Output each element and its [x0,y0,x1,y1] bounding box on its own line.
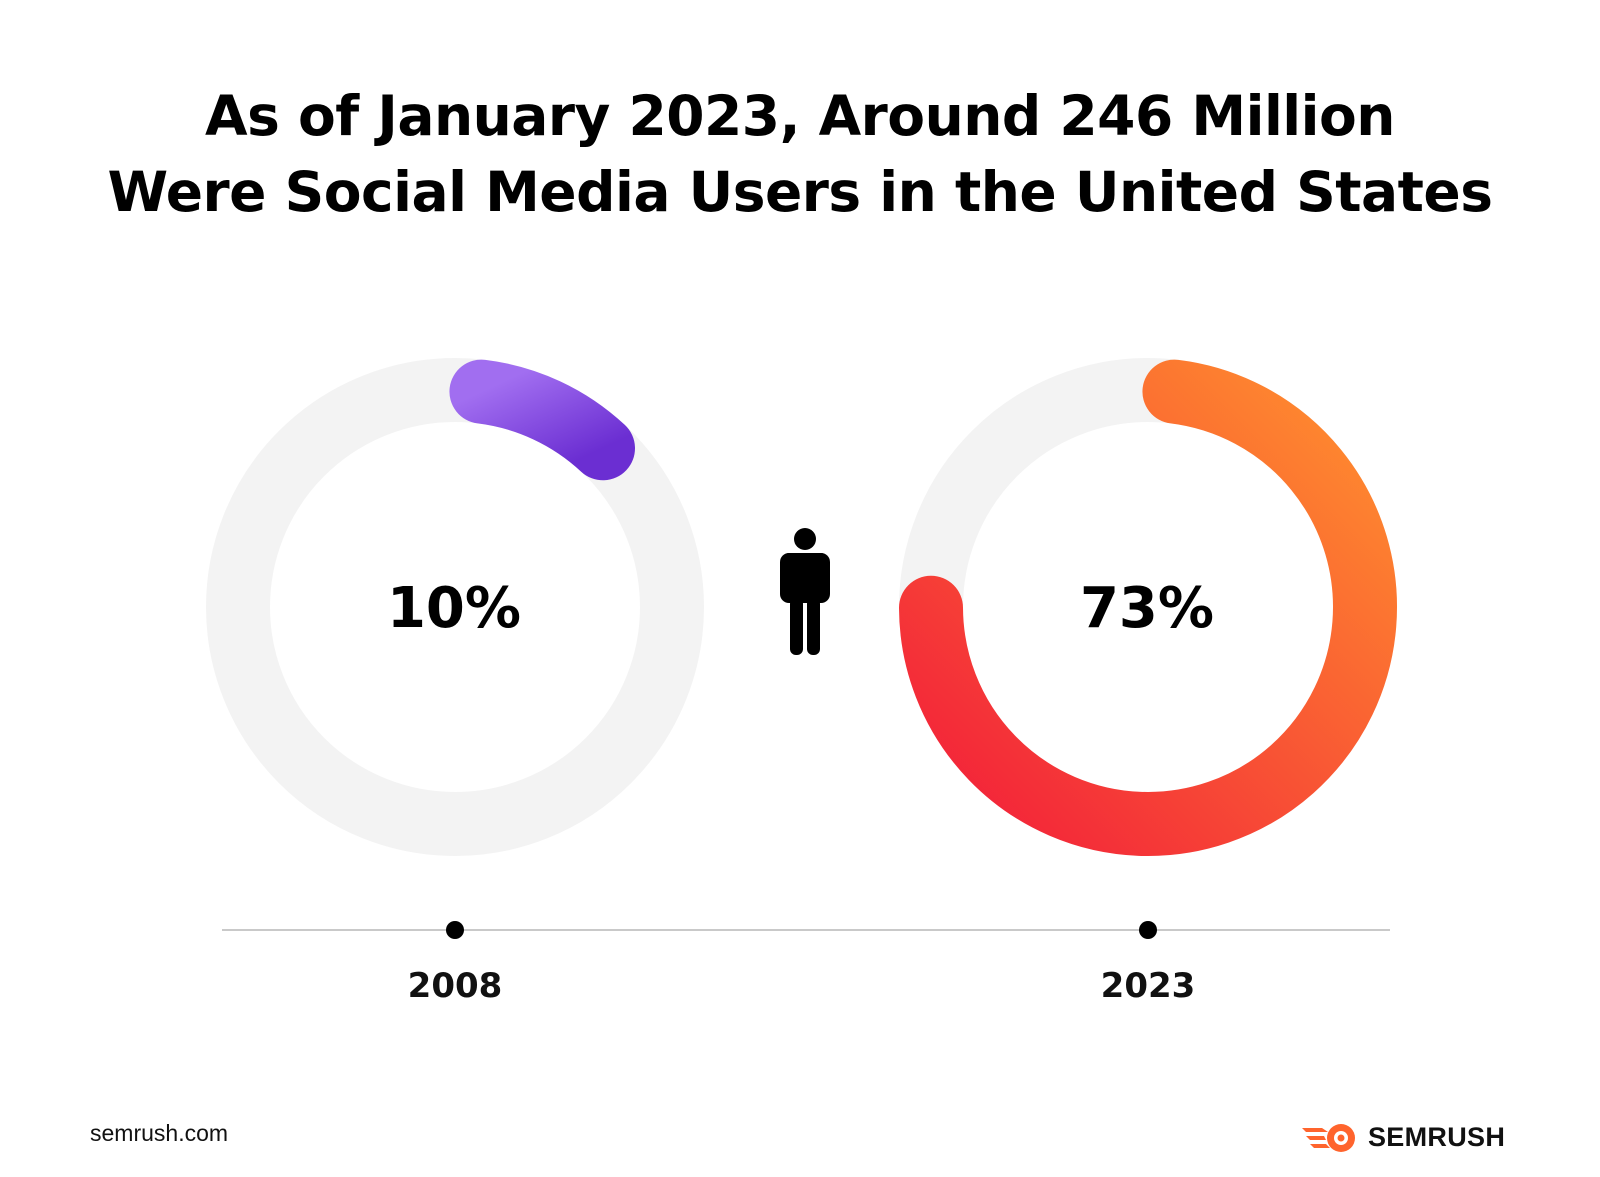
chart-title-line-1: As of January 2023, Around 246 Million [205,84,1395,148]
donut-arc-2008 [449,359,635,481]
person-icon [780,528,830,655]
chart-title-line-2: Were Social Media Users in the United St… [107,160,1493,224]
donut-value-label-2023: 73% [1080,576,1214,641]
brand-name: SEMRUSH [1368,1121,1506,1152]
timeline-dot-2008 [446,921,464,939]
timeline-dot-2023 [1139,921,1157,939]
donut-2023: 73% [899,358,1397,856]
timeline-label-2008: 2008 [408,966,503,1006]
donut-arc-2023 [899,359,1397,856]
donut-value-label-2008: 10% [387,576,521,641]
timeline-label-2023: 2023 [1101,966,1196,1006]
semrush-logo-icon [1302,1124,1355,1152]
chart-title: As of January 2023, Around 246 Million W… [0,78,1600,230]
brand-logo: SEMRUSH [1300,1120,1505,1154]
donut-2008: 10% [206,358,704,856]
footer-url[interactable]: semrush.com [90,1120,229,1146]
